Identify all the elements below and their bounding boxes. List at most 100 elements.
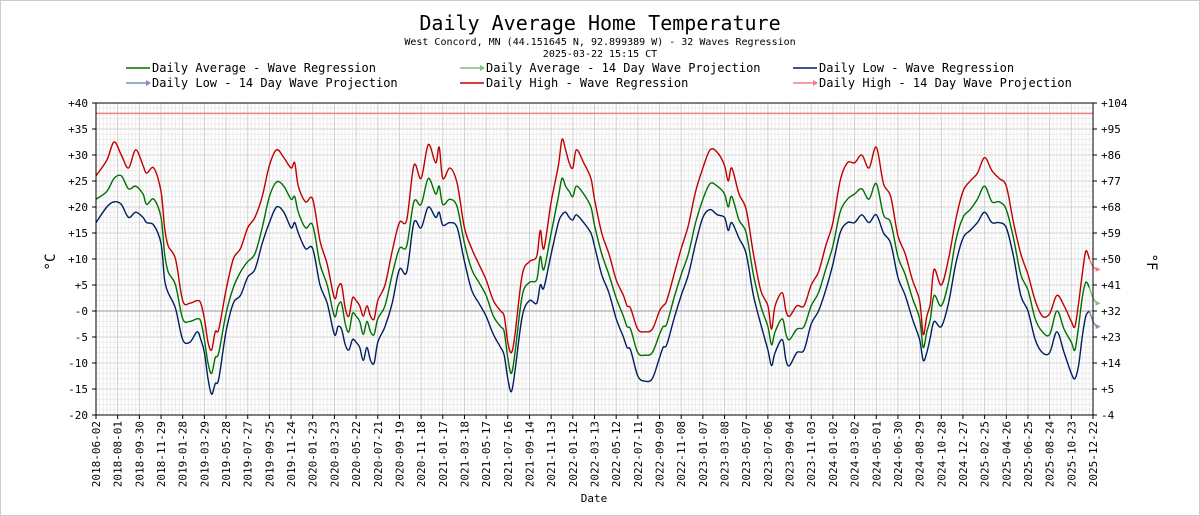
legend-arrow-icon: [813, 80, 818, 86]
x-tick-label: 2022-07-11: [632, 421, 645, 487]
y-tick-label-right: +50: [1101, 253, 1121, 266]
x-tick-label: 2023-11-03: [805, 421, 818, 487]
x-tick-label: 2023-05-07: [740, 421, 753, 487]
y-tick-label-left: +40: [68, 97, 88, 110]
legend-label: Daily Average - Wave Regression: [152, 61, 376, 75]
x-tick-label: 2024-12-27: [957, 421, 970, 487]
y-tick-label-left: +20: [68, 201, 88, 214]
x-tick-label: 2022-09-09: [654, 421, 667, 487]
x-tick-label: 2021-03-18: [458, 421, 471, 487]
y-tick-label-right: +23: [1101, 331, 1121, 344]
y-tick-label-right: +5: [1101, 383, 1114, 396]
x-tick-label: 2019-09-25: [263, 421, 276, 487]
y-tick-label-left: -5: [75, 331, 88, 344]
legend-arrow-icon: [480, 65, 485, 71]
y-tick-label-right: +95: [1101, 123, 1121, 136]
chart-timestamp: 2025-03-22 15:15 CT: [543, 49, 657, 60]
y-axis-left-label: °C: [43, 254, 59, 271]
legend-label: Daily Average - 14 Day Wave Projection: [486, 61, 761, 75]
x-tick-label: 2025-12-22: [1087, 421, 1100, 487]
chart-title: Daily Average Home Temperature: [419, 11, 780, 35]
y-axis-right-label: °F: [1143, 254, 1159, 271]
x-tick-label: 2022-01-12: [567, 421, 580, 487]
x-tick-label: 2019-01-28: [177, 421, 190, 487]
x-tick-label: 2020-01-23: [307, 421, 320, 487]
x-tick-label: 2025-08-24: [1044, 421, 1057, 488]
x-tick-label: 2020-03-23: [328, 421, 341, 487]
x-tick-label: 2023-07-06: [762, 421, 775, 487]
x-tick-label: 2021-11-13: [545, 421, 558, 487]
series-low-regression: [95, 200, 1090, 395]
y-tick-label-right: +32: [1101, 305, 1121, 318]
grid-layer: [95, 102, 1094, 416]
y-tick-label-left: +15: [68, 227, 88, 240]
x-tick-label: 2025-02-25: [979, 421, 992, 487]
x-tick-label: 2019-03-29: [198, 421, 211, 487]
x-tick-label: 2020-05-22: [350, 421, 363, 487]
chart-subtitle: West Concord, MN (44.151645 N, 92.899389…: [404, 37, 795, 48]
x-axis-label: Date: [581, 492, 608, 505]
y-tick-label-right: +41: [1101, 279, 1121, 292]
y-tick-label-right: +59: [1101, 227, 1121, 240]
y-tick-label-left: -20: [68, 409, 88, 422]
projection-arrow-head: [1095, 324, 1101, 330]
x-tick-label: 2018-08-01: [112, 421, 125, 487]
x-tick-label: 2025-06-25: [1022, 421, 1035, 487]
x-tick-label: 2021-09-14: [523, 421, 536, 488]
x-tick-label: 2024-05-01: [870, 421, 883, 487]
series-layer: [95, 138, 1101, 395]
x-tick-label: 2022-05-12: [610, 421, 623, 487]
legend-item: Daily Low - Wave Regression: [793, 61, 1014, 75]
x-tick-label: 2024-10-28: [935, 421, 948, 487]
legend-label: Daily High - 14 Day Wave Projection: [819, 76, 1072, 90]
x-tick-label: 2024-08-29: [914, 421, 927, 487]
y-tick-label-left: +25: [68, 175, 88, 188]
x-tick-label: 2023-03-08: [719, 421, 732, 487]
axis-layer: -20 -15 -10 -5 -0 +5 +10 +15 +20 +25 +30 +35 +40 +104…: [68, 97, 1128, 487]
x-tick-label: 2021-05-17: [480, 421, 493, 487]
legend-label: Daily Low - Wave Regression: [819, 61, 1014, 75]
y-tick-label-right: +68: [1101, 201, 1121, 214]
legend-item: Daily Average - Wave Regression: [126, 61, 376, 75]
y-tick-label-right: +86: [1101, 149, 1121, 162]
x-tick-label: 2023-09-04: [784, 421, 797, 488]
x-tick-label: 2021-07-16: [502, 421, 515, 487]
x-tick-label: 2020-07-21: [372, 421, 385, 487]
x-tick-label: 2024-06-30: [892, 421, 905, 487]
y-tick-label-right: +77: [1101, 175, 1121, 188]
legend-arrow-icon: [146, 80, 151, 86]
legend: Daily Average - Wave Regression Daily Ave…: [126, 61, 1072, 90]
legend-item: Daily High - Wave Regression: [460, 76, 688, 90]
legend-item: Daily Average - 14 Day Wave Projection: [460, 61, 761, 75]
x-tick-label: 2023-01-07: [697, 421, 710, 487]
x-tick-label: 2019-07-27: [242, 421, 255, 487]
y-tick-label-right: -4: [1101, 409, 1115, 422]
y-tick-label-left: +5: [75, 279, 88, 292]
x-tick-label: 2024-01-02: [827, 421, 840, 487]
x-tick-label: 2022-03-13: [589, 421, 602, 487]
x-tick-label: 2022-11-08: [675, 421, 688, 487]
y-tick-label-left: +30: [68, 149, 88, 162]
x-tick-label: 2018-09-30: [133, 421, 146, 487]
y-tick-label-left: -15: [68, 383, 88, 396]
x-tick-label: 2025-10-23: [1065, 421, 1078, 487]
y-tick-label-right: +104: [1101, 97, 1128, 110]
y-tick-label-left: -10: [68, 357, 88, 370]
x-tick-label: 2018-11-29: [155, 421, 168, 487]
y-tick-label-left: +10: [68, 253, 88, 266]
projection-arrow-head: [1095, 266, 1101, 272]
legend-label: Daily High - Wave Regression: [486, 76, 688, 90]
series-avg-regression: [95, 174, 1091, 375]
projection-arrow-head: [1095, 300, 1101, 306]
legend-item: Daily Low - 14 Day Wave Projection: [126, 76, 398, 90]
legend-label: Daily Low - 14 Day Wave Projection: [152, 76, 398, 90]
y-tick-label-right: +14: [1101, 357, 1121, 370]
x-tick-label: 2020-09-19: [393, 421, 406, 487]
x-tick-label: 2021-01-17: [437, 421, 450, 487]
x-tick-label: 2019-05-28: [220, 421, 233, 487]
y-tick-label-left: +35: [68, 123, 88, 136]
x-tick-label: 2018-06-02: [90, 421, 103, 487]
legend-item: Daily High - 14 Day Wave Projection: [793, 76, 1072, 90]
